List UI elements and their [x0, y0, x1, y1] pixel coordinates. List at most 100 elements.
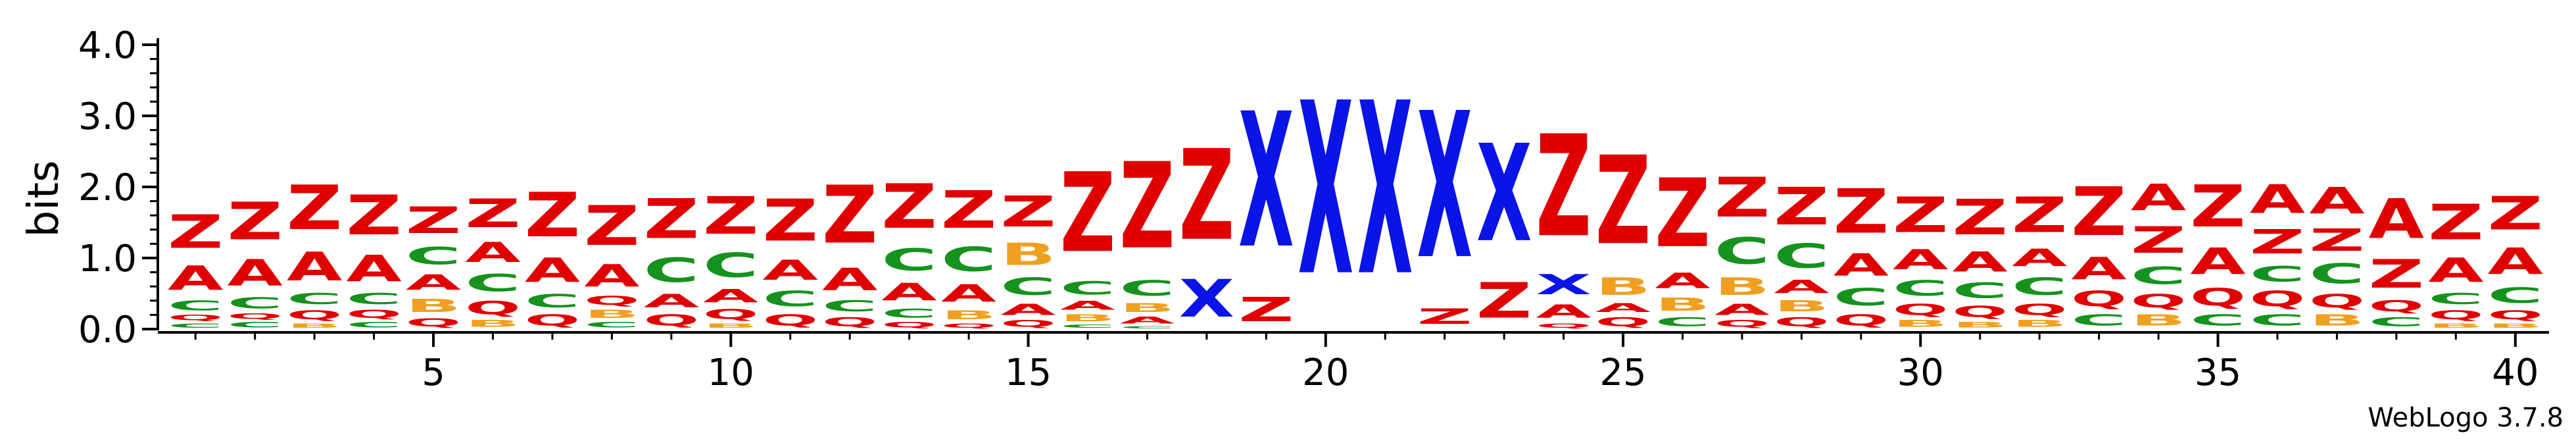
logo-letter-B: B [1060, 313, 1115, 323]
logo-letter-A: A [1834, 247, 1889, 283]
logo-letter-X: X [1298, 52, 1353, 328]
logo-letter-X: X [1238, 74, 1294, 290]
logo-letter-Q: Q [2309, 290, 2364, 311]
logo-letter-Z: Z [1417, 305, 1472, 329]
x-tick-label: 35 [2195, 351, 2241, 394]
x-tick-label: 5 [422, 351, 445, 394]
logo-letter-X: X [1476, 117, 1532, 272]
logo-letter-C: C [2071, 311, 2126, 329]
logo-letter-Q: Q [941, 322, 996, 329]
logo-letter-A: A [465, 237, 521, 269]
logo-letter-Z: Z [525, 180, 580, 251]
logo-letter-Z: Z [2071, 173, 2126, 251]
logo-letter-Z: Z [1060, 149, 1115, 276]
x-tick-label: 20 [1302, 351, 1349, 394]
x-axis: 5 10 15 20 25 30 35 40 [158, 331, 2549, 394]
logo-letter-X: X [1357, 52, 1413, 328]
logo-letter-Q: Q [406, 317, 461, 329]
logo-letter-B: B [584, 308, 639, 321]
logo-letter-Q: Q [1536, 322, 1591, 329]
logo-letter-Z: Z [1476, 272, 1532, 328]
logo-letter-C: C [941, 240, 996, 279]
logo-letter-A: A [584, 258, 640, 294]
logo-letter-Q: Q [822, 315, 877, 329]
logo-letter-Z: Z [1119, 137, 1175, 275]
logo-letter-C: C [168, 298, 223, 314]
y-tick-label: 1.0 [78, 238, 137, 280]
y-tick-label: 0.0 [78, 309, 137, 351]
logo-letter-A: A [1000, 301, 1056, 319]
logo-letter-A: A [1655, 269, 1710, 294]
logo-letter-A: A [2071, 251, 2127, 286]
logo-letter-B: B [2309, 311, 2364, 329]
logo-letter-A: A [287, 244, 342, 290]
logo-letter-A: A [941, 280, 996, 308]
stack-position-18: XZ [1179, 124, 1234, 329]
logo-letter-B: B [1119, 301, 1175, 315]
logo-letter-Z: Z [584, 194, 639, 258]
logo-letter-A: A [644, 290, 700, 311]
x-tick-label: 10 [708, 351, 754, 394]
logo-letter-B: B [1893, 319, 1948, 329]
logo-letter-Q: Q [1595, 315, 1651, 329]
logo-letter-Q: Q [644, 311, 699, 329]
logo-letter-Z: Z [406, 199, 461, 242]
logo-letter-Q: Q [2131, 290, 2186, 311]
logo-letter-Z: Z [881, 171, 936, 242]
logo-letter-A: A [227, 252, 282, 294]
logo-letter-A: A [346, 248, 401, 290]
logo-letter-C: C [584, 321, 639, 329]
logo-letter-A: A [1893, 244, 1949, 276]
logo-letter-Q: Q [2250, 287, 2305, 312]
logo-letter-C: C [2250, 262, 2305, 286]
logo-letter-Z: Z [1000, 188, 1056, 237]
x-tick-label: 40 [2492, 351, 2539, 394]
logo-letter-C: C [822, 297, 877, 315]
logo-letter-C: C [1893, 276, 1948, 300]
logo-letter-Q: Q [287, 308, 342, 322]
logo-letter-X: X [1417, 70, 1472, 303]
logo-letter-C: C [1060, 323, 1115, 329]
logo-letter-Z: Z [1893, 187, 1948, 244]
logo-letter-B: B [406, 296, 461, 317]
logo-letter-C: C [763, 286, 818, 311]
logo-letter-A: A [1060, 299, 1116, 313]
logo-letter-A: A [763, 255, 819, 286]
logo-letter-Z: Z [2131, 219, 2186, 261]
logo-letter-C: C [1953, 278, 2008, 302]
logo-letter-Z: Z [1536, 106, 1591, 269]
x-tick-label: 15 [1005, 351, 1052, 394]
logo-letter-Q: Q [584, 294, 639, 307]
stack-position-20: X [1298, 52, 1353, 328]
logo-letter-Z: Z [1834, 176, 1889, 247]
logo-letter-Z: Z [2488, 187, 2543, 240]
logo-letter-B: B [1655, 294, 1710, 315]
stack-position-23: ZX [1476, 117, 1532, 329]
logo-letter-Z: Z [2190, 173, 2245, 240]
logo-letter-Q: Q [2428, 308, 2483, 322]
logo-letter-A: A [1774, 276, 1830, 297]
logo-letter-Z: Z [1655, 159, 1710, 269]
logo-letter-Q: Q [525, 311, 580, 329]
logo-letter-Z: Z [465, 190, 520, 236]
logo-letter-C: C [881, 307, 936, 321]
logo-letter-C: C [525, 290, 580, 311]
logo-letter-A: A [168, 259, 224, 298]
logo-letter-Q: Q [227, 312, 282, 321]
logo-letter-B: B [1714, 272, 1770, 301]
